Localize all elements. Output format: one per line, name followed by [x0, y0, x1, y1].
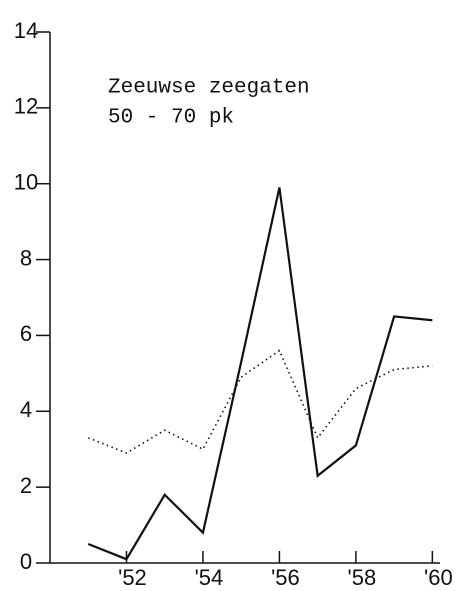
y-tick-label: 8 — [20, 245, 32, 270]
y-tick-label: 12 — [14, 94, 38, 119]
y-tick-label: 0 — [20, 549, 32, 574]
series-line — [87, 349, 433, 454]
y-tick-label: 10 — [14, 170, 38, 195]
y-tick-label: 14 — [14, 18, 38, 43]
chart-subtitle: 50 - 70 pk — [108, 107, 234, 130]
chart-title: Zeeuwse zeegaten — [108, 77, 310, 100]
x-tick-label: '58 — [348, 565, 377, 590]
y-tick-label: 6 — [20, 321, 32, 346]
y-tick-label: 4 — [20, 397, 32, 422]
x-tick-label: '54 — [195, 565, 224, 590]
x-tick-label: '60 — [424, 565, 453, 590]
x-tick-label: '52 — [118, 565, 147, 590]
x-tick-label: '56 — [271, 565, 300, 590]
y-tick-label: 2 — [20, 473, 32, 498]
series-line — [87, 187, 433, 561]
